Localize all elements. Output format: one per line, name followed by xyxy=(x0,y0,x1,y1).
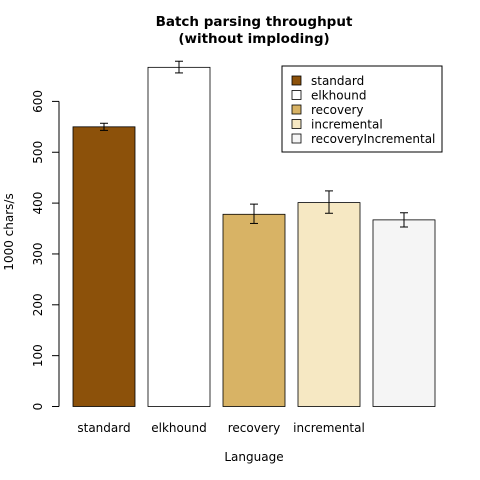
bar-incremental xyxy=(297,202,361,407)
y-tick-label: 500 xyxy=(31,141,45,164)
chart-title-line-2: (without imploding) xyxy=(178,31,329,47)
x-tick-labels: standard elkhound recovery incremental xyxy=(77,421,364,435)
chart-title-line-1: Batch parsing throughput xyxy=(156,14,353,30)
y-tick-label: 200 xyxy=(31,293,45,316)
y-tick-label: 100 xyxy=(31,344,45,367)
bar-recovery xyxy=(222,213,286,407)
legend-entry: recoveryIncremental xyxy=(311,132,435,146)
legend-box xyxy=(281,65,443,153)
x-axis-label: Language xyxy=(224,450,283,464)
legend-swatch xyxy=(291,90,302,100)
y-axis: 0 100 200 300 400 500 600 xyxy=(31,90,60,411)
legend-entry: standard xyxy=(311,74,364,88)
bar-standard xyxy=(72,126,136,407)
legend: standardelkhoundrecoveryincrementalrecov… xyxy=(281,65,443,153)
x-tick-label: elkhound xyxy=(151,421,206,435)
x-tick-label: standard xyxy=(77,421,130,435)
y-tick-label: 400 xyxy=(31,192,45,215)
legend-swatch xyxy=(291,119,302,129)
legend-entry: incremental xyxy=(311,118,383,132)
legend-swatch xyxy=(291,104,302,115)
bar-recoveryIncremental xyxy=(372,219,436,407)
legend-entry: elkhound xyxy=(311,89,366,103)
legend-swatch xyxy=(291,133,302,144)
x-tick-label: recovery xyxy=(228,421,281,435)
x-tick-label: incremental xyxy=(293,421,365,435)
legend-swatch xyxy=(291,75,302,86)
legend-entry: recovery xyxy=(311,103,364,117)
y-tick-label: 300 xyxy=(31,242,45,265)
y-tick-label: 0 xyxy=(31,403,45,411)
y-tick-label: 600 xyxy=(31,90,45,113)
y-axis-label: 1000 chars/s xyxy=(2,193,16,270)
bars-group xyxy=(72,60,436,407)
bar-elkhound xyxy=(147,66,211,407)
